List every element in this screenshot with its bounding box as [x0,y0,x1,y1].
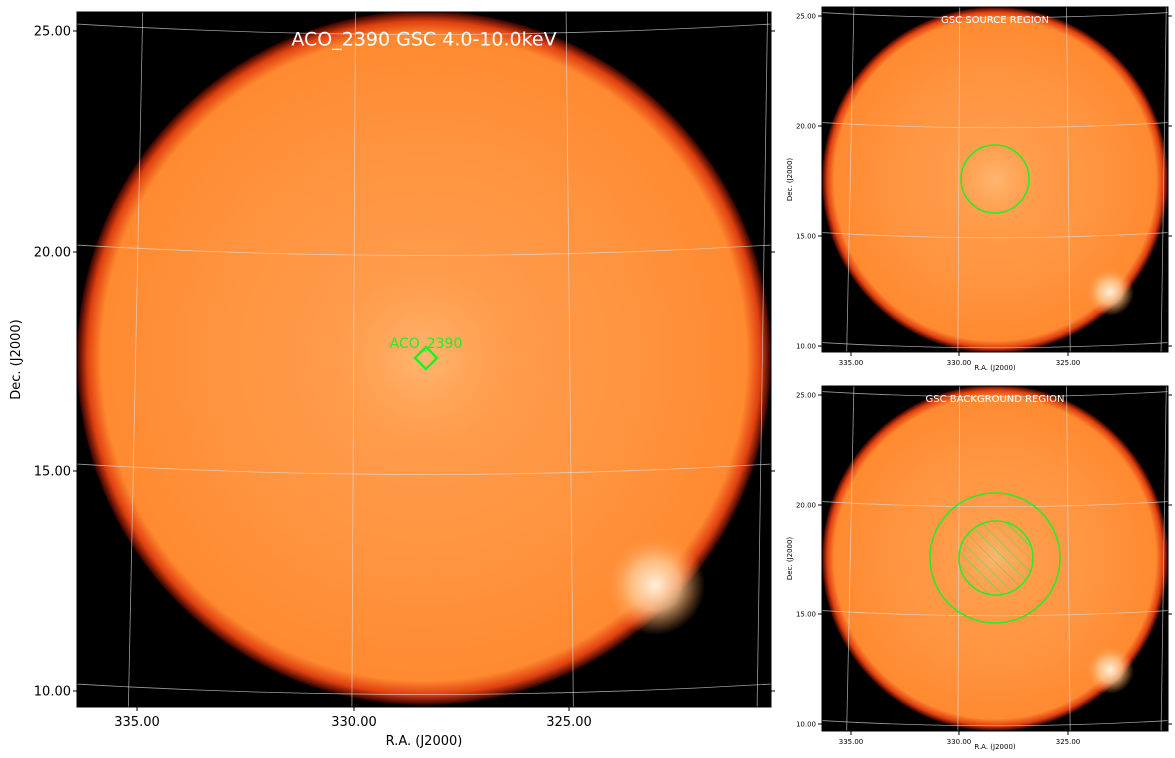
grid-line [957,7,961,352]
background-region-outer [929,492,1061,624]
x-tick-label: 335.00 [839,359,864,367]
grid-line [822,342,1168,349]
grid-line [1066,386,1071,731]
y-tick-label: 15.00 [34,465,71,480]
panel-title: GSC BACKGROUND REGION [926,394,1065,405]
x-tick-label: 330.00 [947,359,972,367]
grid-line [822,232,1168,239]
frame [821,6,1169,353]
panel-background_panel: 25.00 20.00 15.00 10.00 335.00 330.00 325.00 R.… [786,385,1172,751]
y-axis-label: Dec. (J2000) [786,158,794,202]
y-tick-label: 15.00 [796,232,816,240]
grid-line [822,122,1168,129]
x-axis-label: R.A. (J2000) [974,364,1016,372]
grid-line [351,12,356,707]
y-tick-label: 15.00 [796,610,816,618]
grid-line [1160,7,1167,352]
grid-line [822,720,1168,727]
bright-source [1086,646,1134,694]
x-tick-label: 325.00 [1056,359,1081,367]
panel-source_panel: 25.00 20.00 15.00 10.00 335.00 330.00 325.00 R.… [786,6,1172,372]
grid-line [846,7,855,352]
grid-line [1066,7,1071,352]
grid-line [127,12,144,707]
panel-title: GSC SOURCE REGION [941,15,1049,26]
x-tick-label: 330.00 [331,715,377,730]
y-tick-label: 25.00 [796,391,816,399]
x-axis-label: R.A. (J2000) [974,743,1016,751]
cluster-emission [302,236,546,480]
grid-line [822,501,1168,508]
x-tick-label: 335.00 [114,715,160,730]
grid-line [77,23,771,35]
image [77,12,771,707]
frame [821,385,1169,732]
y-tick-label: 10.00 [34,685,71,700]
source-marker [413,345,439,371]
grid-line [1160,386,1167,731]
grid-line [846,386,855,731]
source-region [960,144,1030,214]
grid-line [77,244,771,256]
bright-source [605,535,705,635]
y-tick-label: 10.00 [796,342,816,350]
x-tick-label: 325.00 [546,715,592,730]
y-tick-label: 10.00 [796,720,816,728]
image [822,7,1168,352]
panel-main: 25.00 20.00 15.00 10.00 335.00 330.00 325.00 R.… [9,11,775,749]
y-axis-label: Dec. (J2000) [9,319,24,399]
grid-line [822,12,1168,19]
x-tick-label: 335.00 [839,738,864,746]
bright-source [1086,268,1134,316]
grid-line [822,610,1168,617]
y-tick-label: 25.00 [34,25,71,40]
grid-line [77,463,771,475]
cluster-emission [934,119,1056,241]
y-tick-label: 20.00 [34,246,71,261]
y-axis-label: Dec. (J2000) [786,537,794,581]
grid-line [565,12,574,707]
frame [76,11,772,708]
panel-title: ACO_2390 GSC 4.0-10.0keV [291,29,556,51]
y-tick-label: 20.00 [796,501,816,509]
y-tick-label: 25.00 [796,12,816,20]
x-tick-label: 325.00 [1056,738,1081,746]
x-tick-label: 330.00 [947,738,972,746]
source-label: ACO_2390 [390,336,463,352]
grid-line [756,12,768,707]
x-axis-label: R.A. (J2000) [386,734,463,749]
y-tick-label: 20.00 [796,122,816,130]
grid-line [822,391,1168,398]
background-region-inner [958,520,1034,596]
grid-line [77,683,771,695]
